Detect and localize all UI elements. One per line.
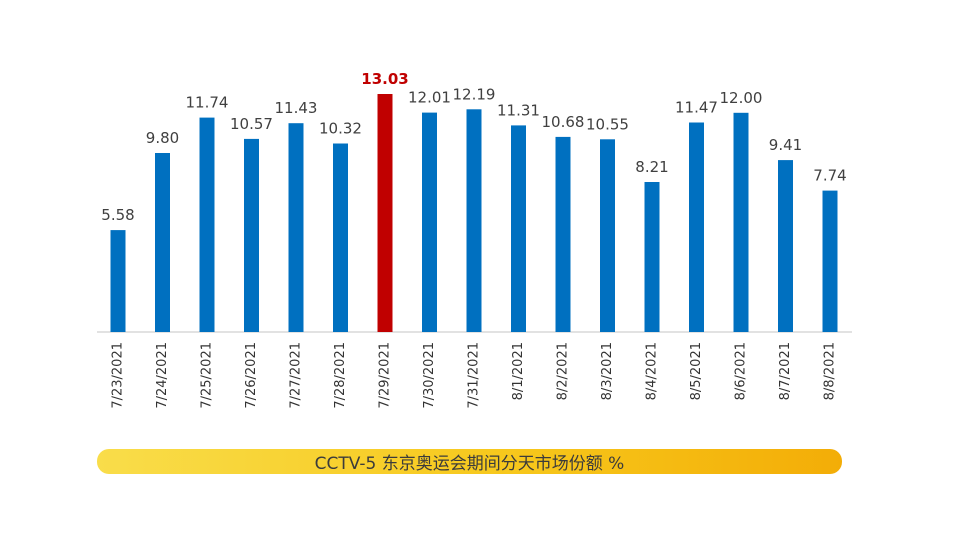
- x-tick-label: 7/27/2021: [289, 342, 304, 409]
- value-label: 12.00: [720, 89, 763, 107]
- bar-7-31-2021: [466, 109, 482, 332]
- bar-8-2-2021: [555, 136, 571, 332]
- value-label: 11.43: [275, 99, 318, 117]
- x-tick-label: 8/1/2021: [511, 342, 526, 400]
- x-tick-label: 7/29/2021: [378, 342, 393, 409]
- bar-8-8-2021: [822, 190, 838, 332]
- bar-7-23-2021: [110, 230, 126, 332]
- x-tick-label: 8/6/2021: [734, 342, 749, 400]
- value-label: 10.68: [542, 113, 585, 131]
- bar-8-4-2021: [644, 182, 660, 332]
- value-label: 8.21: [635, 158, 668, 176]
- value-label: 10.32: [319, 120, 362, 138]
- bar-7-27-2021: [288, 123, 304, 332]
- value-label: 9.41: [769, 136, 802, 154]
- value-label: 9.80: [146, 129, 179, 147]
- value-label: 11.74: [186, 94, 229, 112]
- x-tick-label: 8/4/2021: [645, 342, 660, 400]
- bar-8-1-2021: [511, 125, 526, 333]
- x-tick-label: 7/23/2021: [111, 342, 126, 409]
- bar-8-7-2021: [778, 160, 793, 332]
- bar-8-3-2021: [600, 139, 615, 332]
- x-tick-label: 7/31/2021: [467, 342, 482, 409]
- bar-7-30-2021: [422, 112, 437, 332]
- value-label: 11.47: [675, 99, 718, 117]
- x-tick-label: 8/5/2021: [689, 342, 704, 400]
- bar-7-28-2021: [333, 143, 348, 332]
- bar-7-29-2021: [377, 94, 393, 332]
- x-tick-label: 8/7/2021: [778, 342, 793, 400]
- x-tick-label: 7/24/2021: [155, 342, 170, 409]
- bar-7-25-2021: [199, 117, 215, 332]
- bar-8-6-2021: [733, 112, 749, 332]
- value-label: 12.01: [408, 89, 451, 107]
- x-tick-label: 8/3/2021: [600, 342, 615, 400]
- bar-7-24-2021: [155, 153, 170, 332]
- value-label: 10.57: [230, 115, 273, 133]
- x-tick-label: 7/25/2021: [200, 342, 215, 409]
- value-label: 13.03: [361, 70, 408, 88]
- x-tick-label: 7/26/2021: [244, 342, 259, 409]
- chart-caption: CCTV-5 东京奥运会期间分天市场份额 %: [314, 454, 625, 474]
- x-tick-label: 8/8/2021: [823, 342, 838, 400]
- x-tick-labels-group: 7/23/2021 7/24/2021 7/25/2021 7/26/2021 7/27…: [111, 342, 838, 409]
- value-label: 5.58: [101, 206, 134, 224]
- bars-group: [110, 94, 838, 333]
- x-tick-label: 8/2/2021: [556, 342, 571, 400]
- chart-caption-band: CCTV-5 东京奥运会期间分天市场份额 %: [97, 449, 842, 474]
- value-label: 11.31: [497, 101, 540, 119]
- bar-7-26-2021: [244, 138, 259, 332]
- value-label: 12.19: [453, 85, 496, 103]
- value-label: 7.74: [813, 167, 846, 185]
- bar-8-5-2021: [689, 122, 704, 332]
- value-label: 10.55: [586, 115, 629, 133]
- x-tick-label: 7/30/2021: [422, 342, 437, 409]
- x-tick-label: 7/28/2021: [333, 342, 348, 409]
